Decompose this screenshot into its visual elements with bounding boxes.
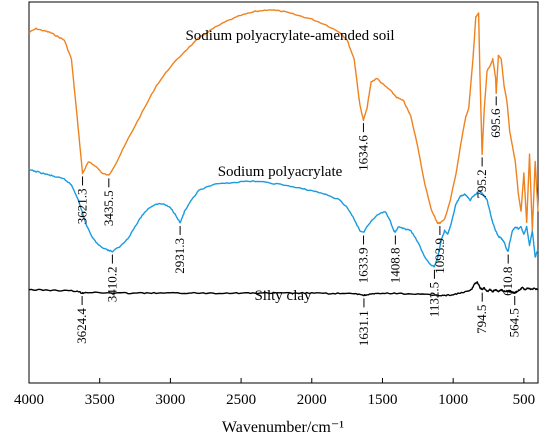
peak-label: 1634.6 <box>355 135 370 171</box>
series-labels: Sodium polyacrylate-amended soil Sodium p… <box>185 28 394 304</box>
peak-label: 794.5 <box>474 305 489 334</box>
peak-label: 1408.8 <box>387 248 402 284</box>
peak-label: 3435.5 <box>101 190 116 226</box>
peak-annotations: 3621.3 3435.5 1634.6 1093.9 795.2 695.6 3410.2… <box>74 96 522 346</box>
x-axis: 4000 3500 3000 2500 2000 1500 1000 500 <box>14 378 535 408</box>
plot-frame <box>28 1 539 384</box>
spectrum-line <box>28 9 539 231</box>
x-tick-label: 3000 <box>155 392 185 408</box>
peak-label: 1631.1 <box>356 310 371 346</box>
x-axis-title: Wavenumber/cm⁻¹ <box>222 419 344 436</box>
series-label: Sodium polyacrylate-amended soil <box>185 28 394 44</box>
x-tick-label: 500 <box>513 392 536 408</box>
series-layer <box>28 9 539 297</box>
peak-label: 564.5 <box>507 308 522 337</box>
peak-label: 1132.5 <box>426 282 441 317</box>
peak-label: 3410.2 <box>104 267 119 303</box>
series-label: Silty clay <box>254 288 312 304</box>
x-tick-label: 1000 <box>438 392 468 408</box>
x-tick-label: 1500 <box>367 392 397 408</box>
x-tick-label: 4000 <box>14 392 44 408</box>
x-tick-label: 3500 <box>85 392 115 408</box>
spectrum-line <box>28 281 539 297</box>
peak-label: 2931.3 <box>172 238 187 274</box>
peak-label: 610.8 <box>500 267 515 296</box>
series-label: Sodium polyacrylate <box>218 164 343 180</box>
peak-label: 3624.4 <box>74 308 89 344</box>
peak-label: 695.6 <box>488 108 503 138</box>
peak-label: 795.2 <box>474 169 489 198</box>
peak-label: 3621.3 <box>75 188 90 224</box>
peak-label: 1093.9 <box>432 238 447 274</box>
x-tick-label: 2000 <box>297 392 327 408</box>
x-tick-label: 2500 <box>226 392 256 408</box>
spectrum-line <box>28 168 539 268</box>
peak-label: 1633.9 <box>356 248 371 284</box>
